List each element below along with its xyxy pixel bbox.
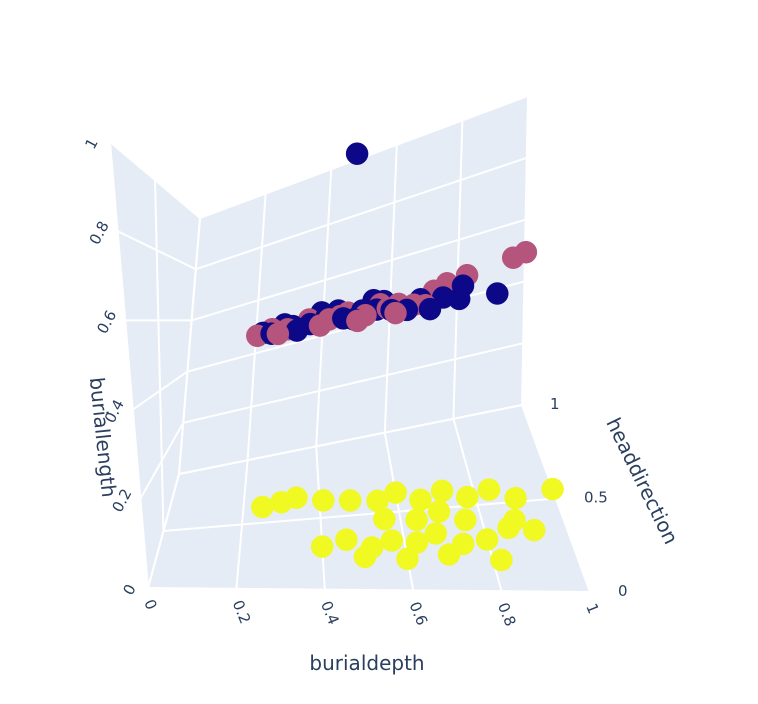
z-grid-side (117, 230, 197, 271)
data-point (430, 479, 454, 503)
data-point (346, 309, 369, 333)
data-point (437, 543, 461, 566)
x-tick-label: 0.8 (494, 600, 520, 629)
z-grid-side (139, 422, 185, 500)
data-point (312, 489, 335, 512)
data-point (380, 529, 404, 552)
y-grid-side (154, 179, 165, 532)
z-grid-side (147, 473, 180, 589)
data-point (490, 548, 513, 572)
data-point (504, 486, 527, 510)
data-point (384, 301, 407, 325)
data-point (427, 500, 451, 523)
data-point (285, 319, 309, 342)
x-axis-title: burialdepth (309, 651, 424, 675)
data-point (335, 528, 358, 551)
y-tick-label: 0 (618, 582, 628, 600)
data-point (345, 142, 369, 165)
data-point (475, 528, 499, 551)
data-point (418, 297, 442, 321)
data-point (454, 508, 477, 532)
data-point (405, 508, 428, 532)
data-point (501, 246, 525, 269)
data-point (396, 547, 419, 571)
x-grid-back (383, 144, 398, 433)
z-grid-back (182, 342, 524, 424)
z-grid-side (109, 141, 201, 219)
z-tick-label: 0.6 (93, 307, 120, 337)
y-grid-side (109, 141, 149, 589)
y-axis-title: headdirection (601, 414, 683, 548)
data-point (456, 485, 479, 509)
data-point (373, 507, 396, 531)
data-point (270, 490, 293, 514)
x-tick-label: 1 (582, 601, 602, 617)
data-points (246, 142, 564, 572)
z-grid-back (191, 218, 526, 322)
back-pane (179, 96, 528, 474)
data-point (353, 545, 377, 569)
y-grid-floor (163, 497, 557, 532)
grid-lines (109, 95, 591, 593)
z-grid-back (195, 156, 528, 271)
x-tick-label: 0.6 (405, 599, 431, 628)
z-axis-title: buriallength (85, 376, 121, 499)
data-point (338, 489, 362, 512)
y-grid-side (178, 217, 201, 475)
z-tick-label: 1 (81, 135, 101, 152)
data-point (541, 477, 564, 501)
x-tick-label: 0 (140, 597, 160, 613)
data-point (409, 488, 432, 512)
y-tick-label: 0.5 (584, 489, 608, 507)
data-point (310, 535, 334, 558)
data-point (308, 314, 332, 337)
data-point (486, 282, 509, 305)
z-tick-label: 0.8 (86, 218, 113, 248)
x-tick-label: 0.4 (317, 598, 343, 627)
z-grid-side (132, 370, 188, 411)
y-tick-label: 1 (550, 395, 560, 413)
data-point (477, 478, 501, 501)
y-grid-floor (147, 587, 591, 593)
data-point (251, 495, 274, 519)
data-point (266, 322, 290, 346)
data-point (497, 516, 520, 540)
data-point (522, 518, 546, 542)
z-tick-label: 0 (119, 581, 139, 598)
data-point (447, 287, 471, 311)
x-tick-label: 0.2 (229, 598, 255, 627)
data-point (424, 522, 448, 545)
z-grid-back (178, 404, 523, 475)
